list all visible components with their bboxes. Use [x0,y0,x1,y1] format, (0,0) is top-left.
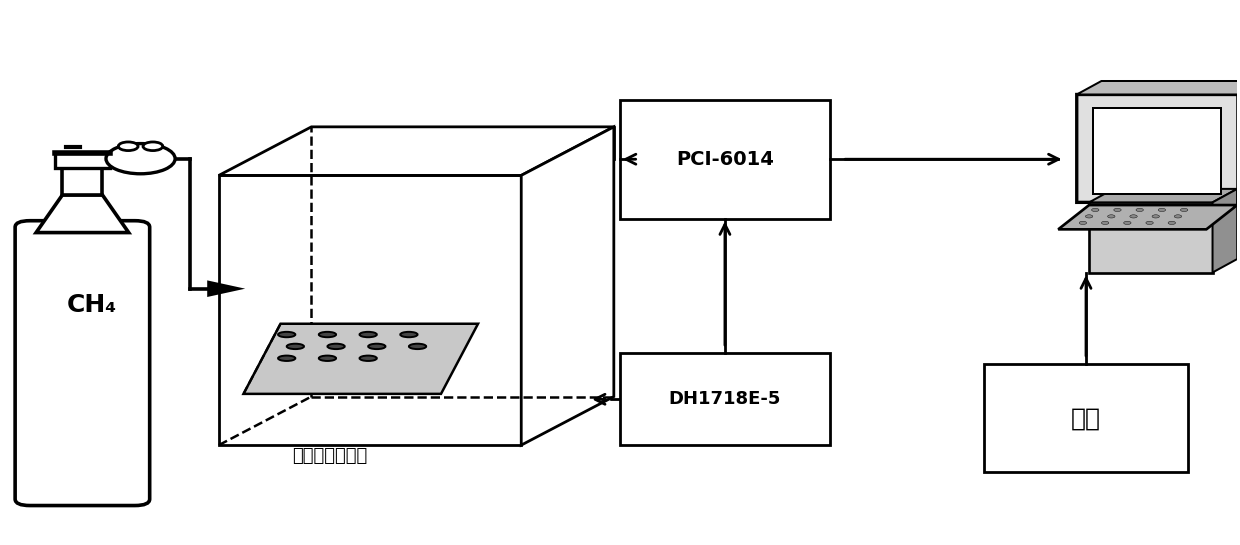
Ellipse shape [319,355,336,361]
Circle shape [1168,221,1176,225]
Circle shape [1136,208,1143,211]
Circle shape [1180,208,1188,211]
Circle shape [1130,215,1137,218]
Circle shape [1101,221,1109,225]
Text: DH1718E-5: DH1718E-5 [668,390,781,408]
Polygon shape [243,324,479,394]
Polygon shape [1076,94,1240,202]
Text: 气体传感器阵列: 气体传感器阵列 [293,447,367,465]
Circle shape [1152,215,1159,218]
Circle shape [1091,208,1099,211]
Polygon shape [1076,81,1240,94]
Circle shape [1158,208,1166,211]
Circle shape [1123,221,1131,225]
Polygon shape [521,127,614,445]
Bar [62,168,103,195]
Text: 用户: 用户 [1071,406,1101,430]
Bar [620,353,830,445]
Ellipse shape [327,344,345,349]
Ellipse shape [401,332,418,337]
Ellipse shape [360,355,377,361]
Ellipse shape [319,332,336,337]
Bar [218,175,521,445]
Polygon shape [36,195,129,233]
Text: CH₄: CH₄ [67,293,117,317]
Polygon shape [1092,108,1221,194]
Circle shape [1079,221,1086,225]
Polygon shape [218,127,614,175]
Polygon shape [1213,189,1238,272]
Circle shape [1174,215,1182,218]
Bar [985,364,1188,472]
Polygon shape [1089,189,1238,202]
Circle shape [118,142,138,150]
Circle shape [105,143,175,174]
Circle shape [1114,208,1121,211]
Ellipse shape [409,344,427,349]
Polygon shape [207,280,246,297]
Polygon shape [1058,205,1238,229]
Circle shape [1107,215,1115,218]
Ellipse shape [360,332,377,337]
Bar [620,100,830,219]
Circle shape [1085,215,1092,218]
Text: PCI-6014: PCI-6014 [676,150,774,169]
Bar [55,153,109,168]
Ellipse shape [286,344,304,349]
Circle shape [1146,221,1153,225]
Circle shape [143,142,162,150]
Polygon shape [1238,94,1240,202]
Ellipse shape [278,355,295,361]
Ellipse shape [278,332,295,337]
Bar [1089,202,1213,272]
Ellipse shape [368,344,386,349]
FancyBboxPatch shape [15,221,150,506]
